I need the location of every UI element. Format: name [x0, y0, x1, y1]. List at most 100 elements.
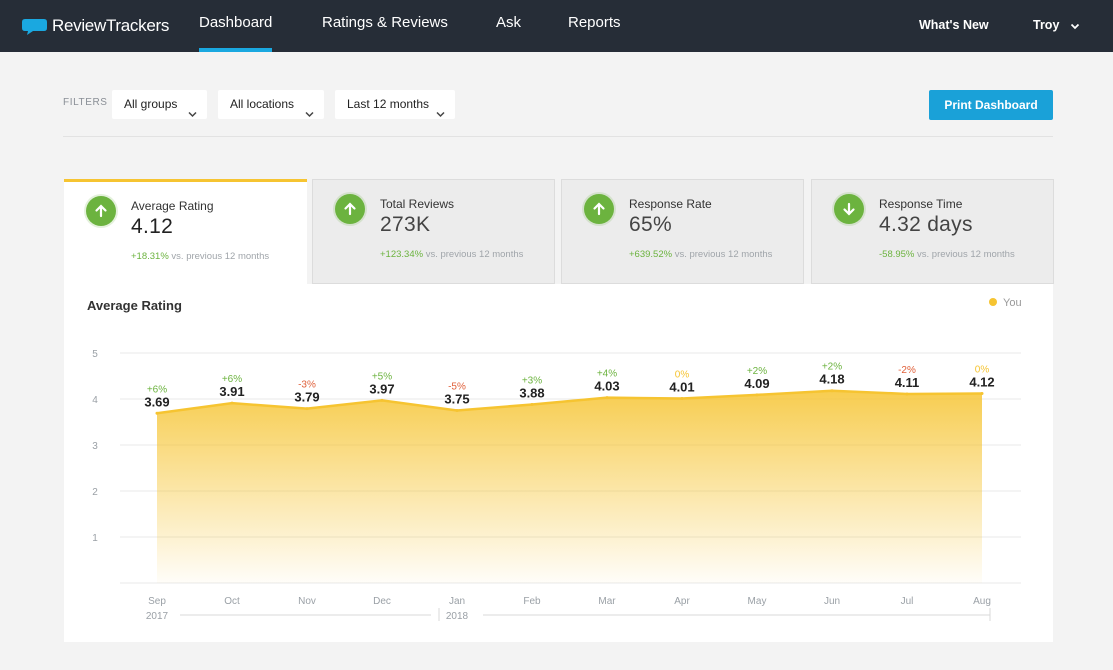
series-area-you — [157, 390, 982, 583]
data-point — [455, 409, 459, 412]
kpi-change-value: +18.31% — [131, 251, 169, 262]
y-tick-label: 1 — [92, 533, 98, 544]
kpi-value: 4.12 — [131, 215, 174, 238]
year-label: 2018 — [446, 611, 469, 622]
locations-dropdown-value: All locations — [230, 97, 295, 111]
legend-label: You — [1003, 297, 1022, 309]
speech-bubble-icon — [22, 17, 48, 35]
filters-label: FILTERS — [63, 97, 108, 108]
data-label: 4.11 — [895, 375, 920, 390]
data-label: 4.01 — [669, 380, 694, 395]
kpi-change: +639.52% vs. previous 12 months — [629, 249, 772, 260]
kpi-value: 65% — [629, 213, 672, 236]
change-label: +2% — [822, 362, 842, 373]
print-dashboard-button[interactable]: Print Dashboard — [929, 90, 1053, 120]
kpi-card-response-rate[interactable]: Response Rate 65% +639.52% vs. previous … — [561, 179, 804, 284]
change-label: -3% — [298, 380, 316, 391]
x-tick-label: Sep — [148, 596, 166, 607]
x-tick-label: May — [748, 596, 767, 607]
data-label: 3.79 — [294, 390, 319, 405]
arrow-up-icon — [584, 194, 614, 224]
change-label: +4% — [597, 369, 617, 380]
x-tick-label: Oct — [224, 596, 240, 607]
kpi-change-suffix: vs. previous 12 months — [425, 249, 524, 260]
kpi-change-value: -58.95% — [879, 249, 915, 260]
top-nav: ReviewTrackers Dashboard Ratings & Revie… — [0, 0, 1113, 52]
data-point — [605, 396, 609, 400]
nav-ratings-reviews[interactable]: Ratings & Reviews — [322, 14, 448, 31]
chevron-down-icon — [436, 100, 445, 118]
change-label: +2% — [747, 366, 767, 377]
data-point — [530, 403, 534, 407]
brand-logo[interactable]: ReviewTrackers — [22, 14, 169, 38]
kpi-value: 4.32 days — [879, 213, 973, 236]
nav-reports[interactable]: Reports — [568, 14, 621, 31]
x-tick-label: Jan — [449, 596, 465, 607]
kpi-change-value: +639.52% — [629, 249, 673, 260]
change-label: +5% — [372, 371, 392, 382]
kpi-title: Total Reviews — [380, 197, 455, 211]
x-tick-label: Mar — [598, 596, 616, 607]
kpi-card-average-rating[interactable]: Average Rating 4.12 +18.31% vs. previous… — [64, 179, 307, 285]
data-point — [380, 398, 384, 402]
data-label: 3.97 — [369, 381, 394, 396]
y-tick-label: 3 — [92, 441, 98, 452]
whats-new-link[interactable]: What's New — [919, 18, 989, 32]
series-line-you — [156, 389, 983, 415]
x-tick-label: Jun — [824, 596, 840, 607]
change-label: -2% — [898, 365, 916, 376]
x-tick-label: Apr — [674, 596, 690, 607]
kpi-card-total-reviews[interactable]: Total Reviews 273K +123.34% vs. previous… — [312, 179, 555, 284]
change-label: 0% — [675, 370, 690, 381]
arrow-down-icon — [834, 194, 864, 224]
x-tick-label: Feb — [523, 596, 541, 607]
y-tick-label: 2 — [92, 487, 98, 498]
groups-dropdown[interactable]: All groups — [112, 90, 207, 119]
data-label: 3.69 — [144, 394, 169, 409]
data-label: 4.12 — [969, 374, 994, 389]
arrow-up-icon — [86, 196, 116, 226]
kpi-change: +123.34% vs. previous 12 months — [380, 249, 523, 260]
data-point — [155, 411, 159, 415]
year-label: 2017 — [146, 611, 169, 622]
y-tick-label: 5 — [92, 349, 98, 360]
kpi-change-suffix: vs. previous 12 months — [917, 249, 1015, 260]
brand-name: ReviewTrackers — [52, 16, 170, 35]
data-label: 4.03 — [594, 379, 619, 394]
data-label: 3.75 — [444, 392, 469, 407]
groups-dropdown-value: All groups — [124, 97, 178, 111]
data-label: 3.91 — [219, 384, 244, 399]
x-tick-label: Aug — [973, 596, 991, 607]
chevron-down-icon — [188, 100, 197, 118]
period-dropdown[interactable]: Last 12 months — [335, 90, 455, 119]
data-label: 3.88 — [519, 386, 544, 401]
average-rating-chart: 3.69+6% 3.91+6%3.79-3% 3.97+5%3.75-5% 3.88+… — [92, 349, 1021, 622]
y-tick-label: 4 — [92, 395, 98, 406]
change-label: +6% — [222, 374, 242, 385]
data-label: 4.09 — [744, 376, 769, 391]
data-point — [755, 393, 759, 397]
x-tick-label: Jul — [901, 596, 914, 607]
kpi-change-suffix: vs. previous 12 months — [171, 251, 270, 262]
nav-ask[interactable]: Ask — [496, 14, 522, 31]
kpi-title: Response Rate — [629, 197, 712, 211]
kpi-change: +18.31% vs. previous 12 months — [131, 251, 269, 262]
data-label: 4.18 — [819, 372, 844, 387]
data-point — [980, 391, 984, 395]
x-tick-label: Dec — [373, 596, 391, 607]
filters-divider — [63, 136, 1053, 137]
chevron-down-icon — [305, 100, 314, 118]
nav-dashboard[interactable]: Dashboard — [199, 0, 273, 52]
data-point — [230, 401, 234, 405]
change-label: 0% — [975, 364, 990, 375]
user-menu[interactable]: Troy — [1033, 18, 1060, 32]
locations-dropdown[interactable]: All locations — [218, 90, 324, 119]
kpi-change-suffix: vs. previous 12 months — [674, 249, 773, 260]
data-point — [830, 389, 834, 393]
kpi-card-response-time[interactable]: Response Time 4.32 days -58.95% vs. prev… — [811, 179, 1054, 284]
average-rating-chart-panel: 3.69 +6% 3.91 +6% 3.79 -3% 3.97 +5% 3.75 -5% 3.88 +… — [64, 284, 1053, 642]
chevron-down-icon[interactable] — [1070, 18, 1080, 30]
arrow-up-icon — [335, 194, 365, 224]
chart-legend[interactable]: You — [989, 297, 1022, 309]
change-label: -5% — [448, 382, 466, 393]
